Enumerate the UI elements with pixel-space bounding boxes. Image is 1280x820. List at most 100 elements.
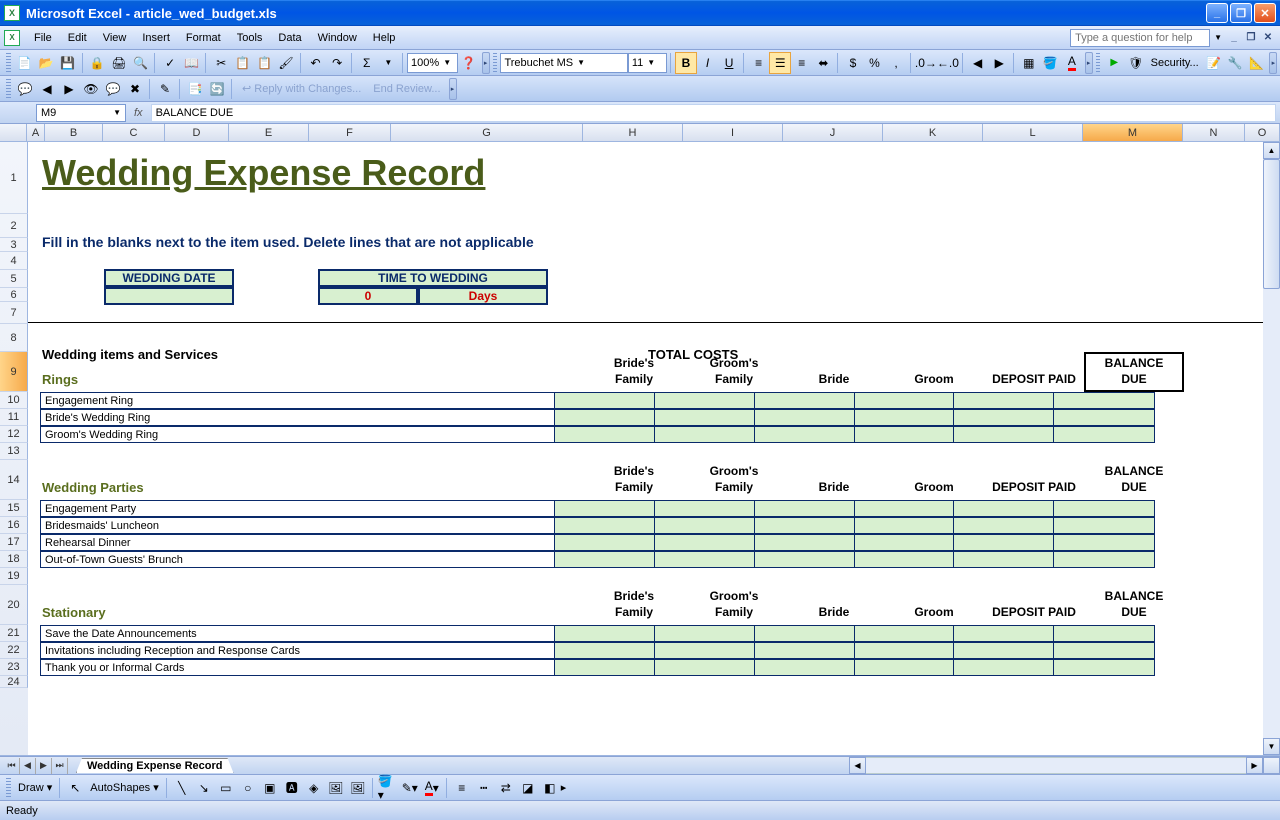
data-cell[interactable] bbox=[954, 410, 1054, 425]
dash-style-button[interactable]: ┅ bbox=[473, 777, 495, 799]
data-cell[interactable] bbox=[655, 518, 755, 533]
security-label[interactable]: Security... bbox=[1147, 57, 1203, 69]
hscroll-right-button[interactable]: ▶ bbox=[1246, 757, 1263, 774]
line-button[interactable]: ╲ bbox=[171, 777, 193, 799]
data-cell[interactable] bbox=[555, 552, 655, 567]
spelling-button[interactable]: ✓ bbox=[159, 52, 181, 74]
col-header-N[interactable]: N bbox=[1183, 124, 1245, 141]
row-header-17[interactable]: 17 bbox=[0, 534, 28, 551]
toolbar-options[interactable]: ▸ bbox=[482, 52, 490, 74]
security-icon[interactable]: 🛡 bbox=[1125, 52, 1147, 74]
select-all-corner[interactable] bbox=[0, 124, 27, 141]
row-header-15[interactable]: 15 bbox=[0, 500, 28, 517]
tab-last-button[interactable]: ⏭ bbox=[52, 758, 68, 774]
data-row[interactable]: Bridesmaids' Luncheon bbox=[40, 517, 1155, 534]
row-header-24[interactable]: 24 bbox=[0, 676, 28, 688]
row-header-16[interactable]: 16 bbox=[0, 517, 28, 534]
data-cell[interactable] bbox=[555, 410, 655, 425]
data-cell[interactable] bbox=[655, 427, 755, 442]
data-cell[interactable] bbox=[855, 393, 955, 408]
wedding-date-value[interactable] bbox=[104, 287, 234, 305]
col-header-F[interactable]: F bbox=[309, 124, 391, 141]
data-cell[interactable] bbox=[954, 501, 1054, 516]
data-cell[interactable] bbox=[755, 535, 855, 550]
data-cell[interactable] bbox=[655, 660, 755, 675]
draw-menu[interactable]: Draw ▾ bbox=[14, 781, 56, 794]
menu-data[interactable]: Data bbox=[270, 29, 309, 47]
increase-indent-button[interactable]: ▶ bbox=[988, 52, 1010, 74]
font-color-draw-button[interactable]: A▾ bbox=[421, 777, 443, 799]
minimize-button[interactable]: _ bbox=[1206, 3, 1228, 23]
line-color-button[interactable]: ✎▾ bbox=[399, 777, 421, 799]
align-left-button[interactable]: ≡ bbox=[748, 52, 770, 74]
formula-input[interactable]: BALANCE DUE bbox=[151, 104, 1276, 122]
data-cell[interactable] bbox=[1054, 427, 1154, 442]
data-cell[interactable] bbox=[555, 626, 655, 641]
col-header-H[interactable]: H bbox=[583, 124, 683, 141]
data-cell[interactable] bbox=[555, 535, 655, 550]
data-row[interactable]: Out-of-Town Guests' Brunch bbox=[40, 551, 1155, 568]
data-cell[interactable] bbox=[1054, 660, 1154, 675]
permission-button[interactable]: 🔒 bbox=[87, 52, 109, 74]
data-cell[interactable] bbox=[755, 410, 855, 425]
row-header-19[interactable]: 19 bbox=[0, 568, 28, 585]
oval-button[interactable]: ○ bbox=[237, 777, 259, 799]
autosum-dropdown[interactable]: ▼ bbox=[377, 52, 399, 74]
italic-button[interactable]: I bbox=[697, 52, 719, 74]
data-cell[interactable] bbox=[954, 643, 1054, 658]
doc-minimize-button[interactable]: _ bbox=[1226, 31, 1242, 45]
data-cell[interactable] bbox=[855, 660, 955, 675]
show-comment-button[interactable]: 👁 bbox=[80, 78, 102, 100]
col-header-B[interactable]: B bbox=[45, 124, 103, 141]
arrow-button[interactable]: ↘ bbox=[193, 777, 215, 799]
data-row[interactable]: Bride's Wedding Ring bbox=[40, 409, 1155, 426]
format-painter-button[interactable]: 🖌 bbox=[275, 52, 297, 74]
data-cell[interactable] bbox=[954, 552, 1054, 567]
data-row[interactable]: Groom's Wedding Ring bbox=[40, 426, 1155, 443]
row-header-1[interactable]: 1 bbox=[0, 142, 28, 214]
data-cell[interactable] bbox=[1054, 501, 1154, 516]
row-header-12[interactable]: 12 bbox=[0, 426, 28, 443]
menu-edit[interactable]: Edit bbox=[60, 29, 95, 47]
align-center-button[interactable]: ☰ bbox=[769, 52, 791, 74]
help-dropdown-icon[interactable]: ▼ bbox=[1214, 33, 1222, 42]
show-all-comments-button[interactable]: 💬 bbox=[102, 78, 124, 100]
prev-comment-button[interactable]: ◀ bbox=[36, 78, 58, 100]
data-cell[interactable] bbox=[855, 501, 955, 516]
clipart-button[interactable]: 🖼 bbox=[325, 777, 347, 799]
increase-decimal-button[interactable]: .0→ bbox=[915, 52, 937, 74]
vertical-scrollbar[interactable]: ▲ ▼ bbox=[1263, 142, 1280, 755]
data-cell[interactable] bbox=[855, 626, 955, 641]
data-cell[interactable] bbox=[755, 427, 855, 442]
track-changes-button[interactable]: 📑 bbox=[184, 78, 206, 100]
new-comment-button[interactable]: 💬 bbox=[14, 78, 36, 100]
col-header-I[interactable]: I bbox=[683, 124, 783, 141]
data-cell[interactable] bbox=[655, 501, 755, 516]
vbe-button[interactable]: 📝 bbox=[1203, 52, 1225, 74]
data-cell[interactable] bbox=[1054, 518, 1154, 533]
rectangle-button[interactable]: ▭ bbox=[215, 777, 237, 799]
data-row[interactable]: Thank you or Informal Cards bbox=[40, 659, 1155, 676]
decrease-decimal-button[interactable]: ←.0 bbox=[937, 52, 959, 74]
draw-grip[interactable] bbox=[6, 778, 11, 798]
textbox-button[interactable]: ▣ bbox=[259, 777, 281, 799]
row-header-22[interactable]: 22 bbox=[0, 642, 28, 659]
toolbar-grip-2[interactable] bbox=[493, 53, 498, 73]
data-cell[interactable] bbox=[555, 643, 655, 658]
data-cell[interactable] bbox=[1054, 410, 1154, 425]
col-header-E[interactable]: E bbox=[229, 124, 309, 141]
font-size-dropdown[interactable]: 11▼ bbox=[628, 53, 667, 73]
maximize-button[interactable]: ❐ bbox=[1230, 3, 1252, 23]
col-header-G[interactable]: G bbox=[391, 124, 583, 141]
col-header-J[interactable]: J bbox=[783, 124, 883, 141]
col-header-K[interactable]: K bbox=[883, 124, 983, 141]
menu-window[interactable]: Window bbox=[310, 29, 365, 47]
row-header-18[interactable]: 18 bbox=[0, 551, 28, 568]
hscroll-track[interactable] bbox=[866, 757, 1246, 774]
align-right-button[interactable]: ≡ bbox=[791, 52, 813, 74]
select-objects-button[interactable]: ↖ bbox=[64, 777, 86, 799]
row-header-4[interactable]: 4 bbox=[0, 252, 28, 270]
row-header-20[interactable]: 20 bbox=[0, 585, 28, 625]
fx-button[interactable]: fx bbox=[134, 107, 143, 119]
data-cell[interactable] bbox=[954, 535, 1054, 550]
